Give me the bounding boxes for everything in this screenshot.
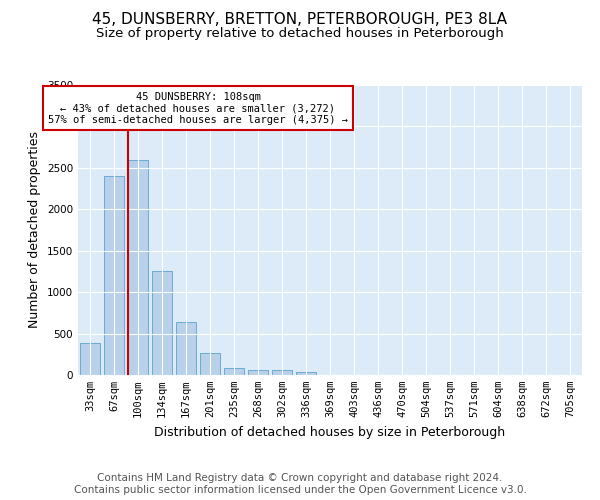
Text: Contains HM Land Registry data © Crown copyright and database right 2024.
Contai: Contains HM Land Registry data © Crown c… [74,474,526,495]
Text: 45, DUNSBERRY, BRETTON, PETERBOROUGH, PE3 8LA: 45, DUNSBERRY, BRETTON, PETERBOROUGH, PE… [92,12,508,28]
Text: Distribution of detached houses by size in Peterborough: Distribution of detached houses by size … [154,426,506,439]
Bar [200,354,220,375]
Bar [176,322,196,375]
Bar [272,370,292,375]
Bar [248,370,268,375]
Bar [224,368,244,375]
Y-axis label: Number of detached properties: Number of detached properties [28,132,41,328]
Bar [152,272,172,375]
Bar [128,160,148,375]
Bar [296,372,316,375]
Text: Size of property relative to detached houses in Peterborough: Size of property relative to detached ho… [96,28,504,40]
Bar [104,176,124,375]
Bar [80,342,100,375]
Text: 45 DUNSBERRY: 108sqm
← 43% of detached houses are smaller (3,272)
57% of semi-de: 45 DUNSBERRY: 108sqm ← 43% of detached h… [48,92,348,125]
